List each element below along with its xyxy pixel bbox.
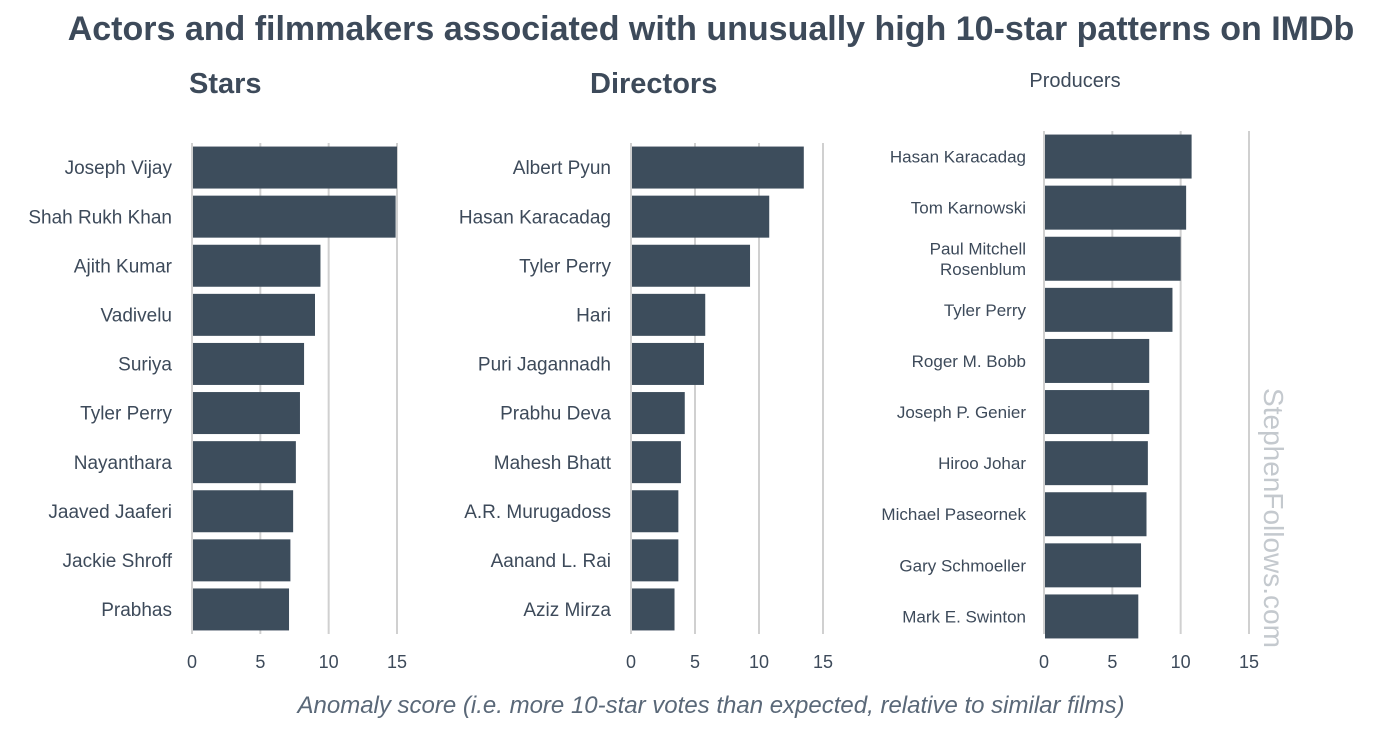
bar [1045,543,1142,588]
x-tick-label: 15 [1239,652,1259,672]
bar [193,490,294,533]
bar [632,195,770,238]
chart-main-title: Actors and filmmakers associated with un… [67,10,1355,48]
bar [193,539,291,582]
category-label: Prabhu Deva [500,404,611,425]
category-label: Tyler Perry [519,256,611,277]
x-tick-label: 10 [749,652,769,672]
x-axis-caption: Anomaly score (i.e. more 10-star votes t… [297,692,1125,719]
category-label: Prabhas [101,600,172,621]
category-label: Hiroo Johar [938,454,1026,473]
category-label: Gary Schmoeller [899,556,1026,575]
category-label: Shah Rukh Khan [28,207,172,228]
bar [1045,134,1192,179]
category-label: Vadivelu [101,306,172,327]
category-label: Nayanthara [74,453,173,474]
category-label: Ajith Kumar [74,256,173,277]
bar [193,588,290,631]
category-label: Mark E. Swinton [902,607,1026,626]
category-label: Joseph P. Genier [897,403,1026,422]
category-label: Puri Jagannadh [478,355,611,376]
bar [632,293,706,336]
category-label: A.R. Murugadoss [464,502,611,523]
x-tick-label: 5 [1107,652,1117,672]
chart-panel-0: Stars 0 5 10 15 Joseph Vijay Shah Rukh Khan Aji… [28,68,407,672]
x-tick-label: 5 [690,652,700,672]
bar [632,392,685,435]
x-tick-label: 5 [255,652,265,672]
panel-title: Producers [1029,70,1120,92]
bar [193,146,397,189]
x-tick-label: 15 [813,652,833,672]
x-tick-label: 10 [319,652,339,672]
category-label: Joseph Vijay [65,158,173,179]
bar [193,195,396,238]
category-label: Tom Karnowski [911,199,1026,218]
x-tick-label: 10 [1171,652,1191,672]
category-label: Michael Paseornek [881,505,1026,524]
bar [193,293,315,336]
bar [632,539,679,582]
bar [1045,185,1187,230]
x-tick-label: 0 [1039,652,1049,672]
x-tick-label: 15 [387,652,407,672]
bar [632,490,679,533]
category-label: Tyler Perry [944,301,1027,320]
category-label: Aanand L. Rai [491,551,611,572]
chart-panel-2: Producers 0 5 10 15 Hasan Karacadag Tom Karnow… [881,70,1259,672]
bar [1045,338,1150,383]
category-label: Albert Pyun [513,158,611,179]
category-label: Roger M. Bobb [912,352,1026,371]
bar [1045,236,1181,281]
panel-title: Directors [590,68,717,100]
category-label: Tyler Perry [80,404,172,425]
bar [632,244,751,287]
bar [632,342,704,385]
category-label: Jaaved Jaaferi [48,502,172,523]
watermark: StephenFollows.com [1258,388,1289,648]
category-label: Mahesh Bhatt [494,453,612,474]
category-label: Aziz Mirza [523,600,611,621]
bar [632,146,804,189]
category-label: Paul Mitchell Rosenblum [930,239,1026,279]
bar [193,441,296,484]
bar [632,441,681,484]
category-label: Hari [576,306,611,327]
bar [193,244,321,287]
category-label: Hasan Karacadag [890,148,1026,167]
bar [1045,441,1148,486]
bar [193,342,305,385]
x-tick-label: 0 [626,652,636,672]
bar [632,588,675,631]
category-label: Jackie Shroff [63,551,173,572]
category-label: Hasan Karacadag [459,207,611,228]
category-label: Suriya [118,355,172,376]
bar [1045,594,1139,639]
bar [1045,287,1173,332]
bar [1045,492,1147,537]
bar [1045,390,1150,435]
bar [193,392,300,435]
chart-panel-1: Directors 0 5 10 15 Albert Pyun Hasan Karacada… [459,68,833,672]
panel-title: Stars [189,68,262,100]
x-tick-label: 0 [187,652,197,672]
